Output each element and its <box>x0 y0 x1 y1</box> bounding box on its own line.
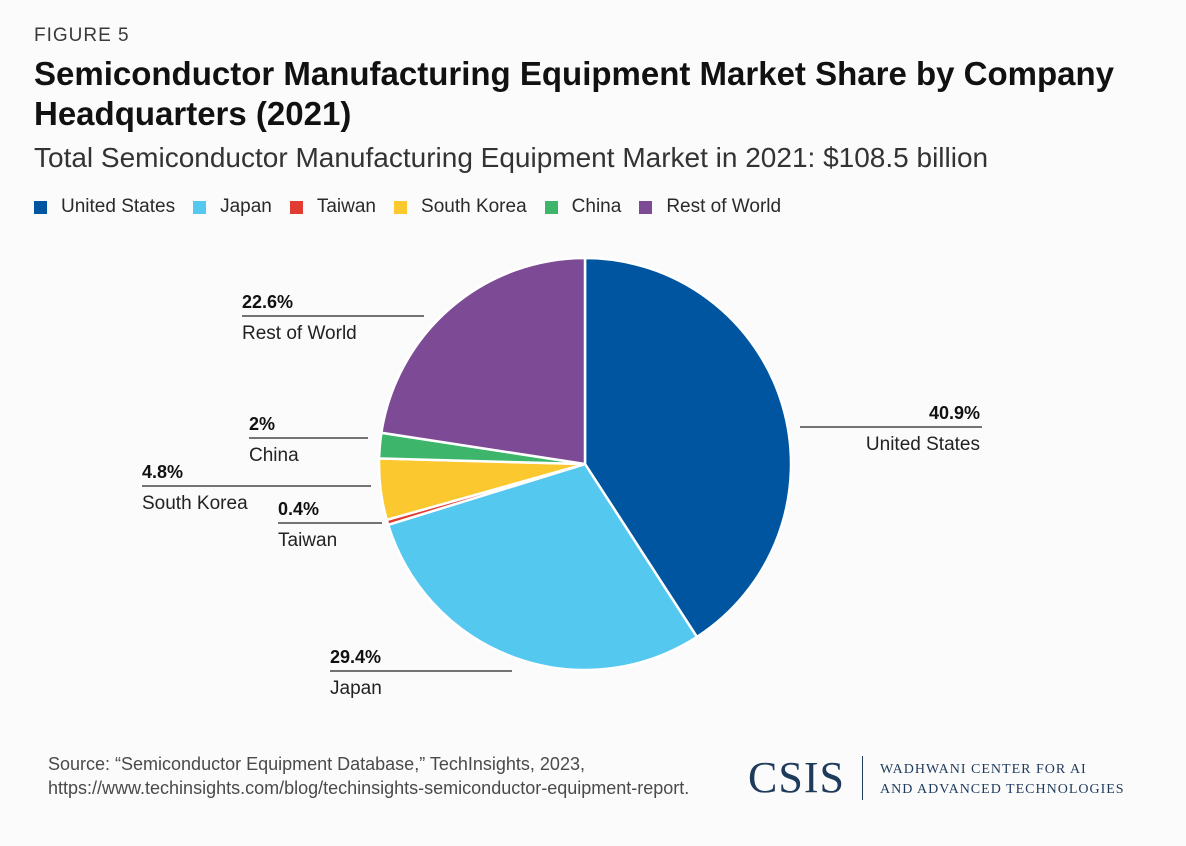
data-label-value-south-korea: 4.8% <box>142 462 183 482</box>
data-label-name-taiwan: Taiwan <box>278 530 337 551</box>
legend-label: China <box>571 196 622 217</box>
csis-logo: CSIS <box>748 753 845 802</box>
pie-slice-japan <box>386 462 699 672</box>
data-label-name-south-korea: South Korea <box>142 493 248 514</box>
figure-label: FIGURE 5 <box>34 25 130 46</box>
legend-label: Japan <box>220 196 272 217</box>
legend-label: South Korea <box>421 196 527 217</box>
legend-swatch <box>394 200 408 214</box>
chart-title: Semiconductor Manufacturing Equipment Ma… <box>34 55 1114 132</box>
data-label-name-rest-of-world: Rest of World <box>242 323 357 344</box>
data-label-value-rest-of-world: 22.6% <box>242 292 293 312</box>
chart-subtitle: Total Semiconductor Manufacturing Equipm… <box>34 142 989 173</box>
logo-divider <box>862 756 863 800</box>
legend-label: Rest of World <box>666 196 782 217</box>
source-note: Source: “Semiconductor Equipment Databas… <box>48 754 690 798</box>
data-label-name-china: China <box>249 445 299 466</box>
legend-label: United States <box>61 196 176 217</box>
data-label-value-china: 2% <box>249 414 275 434</box>
legend-item-taiwan: Taiwan <box>289 196 377 218</box>
data-label-name-japan: Japan <box>330 678 382 699</box>
legend-item-japan: Japan <box>193 196 272 218</box>
pie-slice-rest-of-world <box>379 256 587 466</box>
data-label-value-united-states: 40.9% <box>929 403 980 423</box>
data-label-name-united-states: United States <box>866 434 980 455</box>
legend-item-south-korea: South Korea <box>394 196 527 218</box>
legend-swatch <box>639 200 653 214</box>
legend: United States Japan Taiwan South Korea C… <box>34 196 799 218</box>
legend-item-rest-of-world: Rest of World <box>639 196 781 218</box>
legend-item-united-states: United States <box>34 196 175 218</box>
data-label-value-japan: 29.4% <box>330 647 381 667</box>
legend-swatch <box>34 200 47 214</box>
data-label-value-taiwan: 0.4% <box>278 499 319 519</box>
center-name-line2: AND ADVANCED TECHNOLOGIES <box>880 782 1125 797</box>
legend-swatch <box>289 200 303 214</box>
legend-swatch <box>544 200 558 214</box>
center-name-line1: WADHWANI CENTER FOR AI <box>880 762 1087 777</box>
legend-swatch <box>193 200 207 214</box>
center-name: WADHWANI CENTER FOR AI AND ADVANCED TECH… <box>880 760 1160 800</box>
legend-item-china: China <box>544 196 622 218</box>
legend-label: Taiwan <box>316 196 377 217</box>
